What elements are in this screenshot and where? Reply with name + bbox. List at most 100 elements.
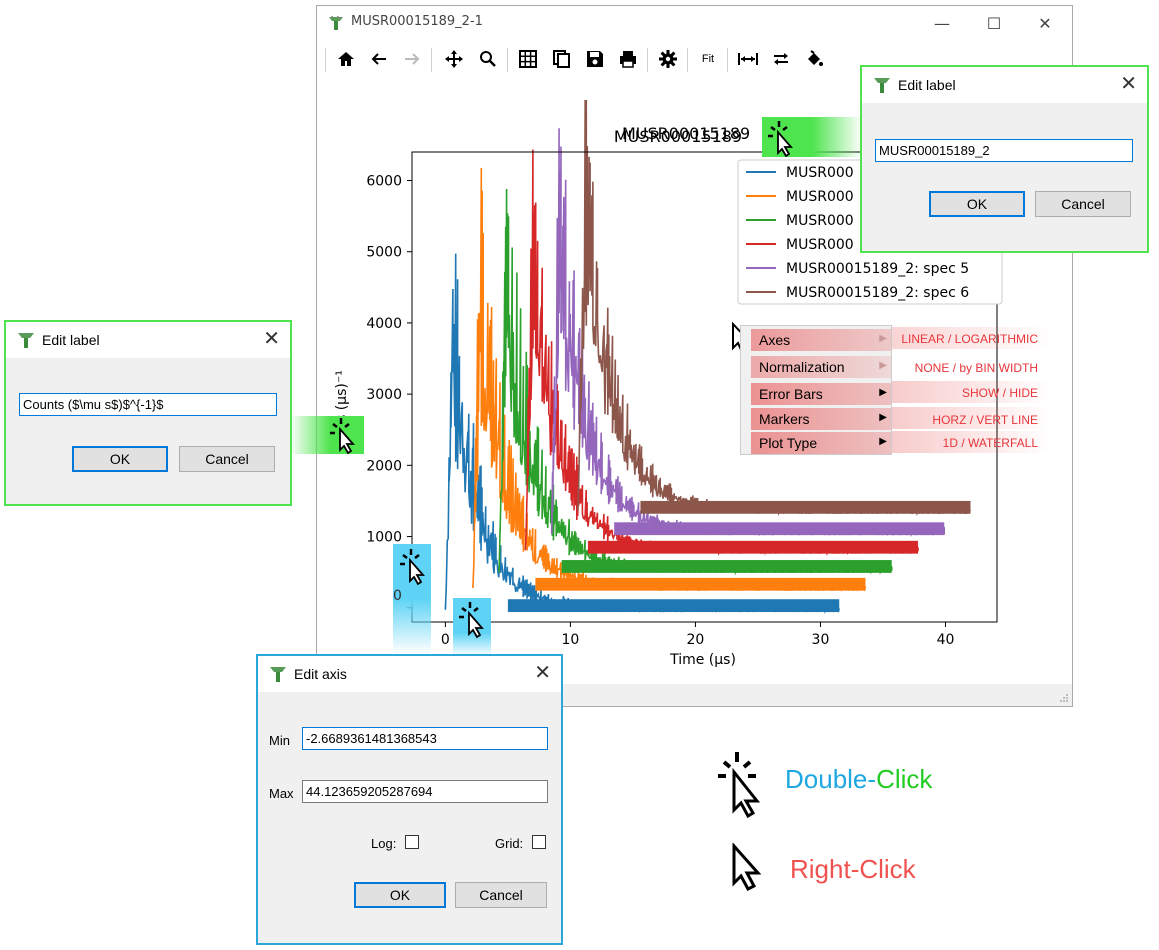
series-tail: [614, 522, 945, 536]
app-icon: [874, 78, 890, 93]
menu-item-normalization[interactable]: Normalization ▶: [751, 356, 891, 378]
edit-axis-dialog: Edit axis ✕ Min -2.6689361481368543 Max …: [256, 654, 563, 945]
grid-label: Grid:: [495, 836, 524, 851]
log-checkbox[interactable]: [405, 835, 419, 849]
menu-item-label: Plot Type: [759, 435, 818, 451]
dialog-title: Edit axis: [294, 666, 347, 682]
legend-entry[interactable]: MUSR00015189_2: spec 6: [786, 285, 969, 301]
close-button[interactable]: ✕: [1038, 13, 1052, 33]
menu-item-label: Error Bars: [759, 386, 823, 402]
menu-item-plot-type[interactable]: Plot Type ▶: [751, 432, 891, 454]
window-title: MUSR00015189_2-1: [351, 14, 483, 29]
x-tick-label[interactable]: 10: [561, 632, 579, 648]
submenu-arrow-icon: ▶: [879, 412, 887, 423]
right-click-caption: Right-Click: [790, 854, 916, 884]
menu-note-axes: LINEAR / LOGARITHMIC: [901, 332, 1038, 346]
menu-note-normalization: NONE / by BIN WIDTH: [914, 361, 1038, 375]
x-tick-label[interactable]: 0: [441, 632, 450, 648]
grid-icon[interactable]: [513, 44, 543, 74]
grid-checkbox[interactable]: [532, 835, 546, 849]
x-tick-label[interactable]: 40: [937, 632, 955, 648]
offset-icon[interactable]: [733, 44, 763, 74]
context-menu: Axes ▶ Normalization ▶ Error Bars ▶ Mark…: [740, 325, 892, 455]
home-icon[interactable]: [331, 44, 361, 74]
double-click-cursor-icon: [718, 752, 761, 818]
y-tick-label[interactable]: 1000: [366, 530, 402, 546]
axes-frame: [411, 151, 998, 623]
app-icon: [270, 667, 286, 682]
toolbar: Fit: [323, 44, 843, 78]
ticks-layer: 0 10 20 30 40 1000 2000 3000 4000 5000 6000: [366, 173, 954, 648]
edit-ylabel-dialog: Edit label ✕ Counts ($\mu s$)$^{-1}$ OK …: [4, 320, 292, 506]
y-tick-label[interactable]: 5000: [366, 245, 402, 261]
menu-item-markers[interactable]: Markers ▶: [751, 408, 891, 430]
double-click-cursor-icon: [330, 418, 355, 455]
legend-entry[interactable]: MUSR000: [786, 213, 854, 229]
legend-entry[interactable]: MUSR000: [786, 189, 854, 205]
ylabel-input[interactable]: Counts ($\mu s$)$^{-1}$: [19, 393, 277, 416]
min-input[interactable]: -2.6689361481368543: [302, 727, 548, 750]
resize-grip-icon[interactable]: [1059, 693, 1069, 703]
print-icon[interactable]: [613, 44, 643, 74]
right-click-cursor-icon: [732, 843, 762, 891]
menu-note-plot-type: 1D / WATERFALL: [942, 436, 1038, 450]
pan-icon[interactable]: [439, 44, 469, 74]
menu-item-error-bars[interactable]: Error Bars ▶: [751, 383, 891, 405]
title-label-input[interactable]: MUSR00015189_2: [875, 139, 1133, 162]
chart-title-overlay: MUSR00015189: [622, 124, 751, 143]
swap-icon[interactable]: [766, 44, 796, 74]
series-tail: [535, 577, 866, 591]
menu-item-axes[interactable]: Axes ▶: [751, 329, 891, 351]
menu-note-error-bars: SHOW / HIDE: [961, 386, 1038, 400]
close-icon[interactable]: ✕: [534, 660, 551, 684]
save-icon[interactable]: [580, 44, 610, 74]
y-tick-label[interactable]: 6000: [366, 173, 402, 189]
back-icon[interactable]: [364, 44, 394, 74]
menu-note-markers: HORZ / VERT LINE: [932, 413, 1038, 427]
series-tail: [507, 599, 840, 613]
ylabel-highlight: [290, 416, 364, 454]
minimize-button[interactable]: —: [934, 13, 950, 33]
close-icon[interactable]: ✕: [1120, 71, 1137, 95]
x-tick-label[interactable]: 20: [687, 632, 705, 648]
submenu-arrow-icon: ▶: [879, 436, 887, 447]
series-tail: [587, 540, 918, 554]
series-tail: [640, 500, 971, 514]
legend-entry[interactable]: MUSR00015189_2: spec 5: [786, 261, 969, 277]
settings-icon[interactable]: [653, 44, 683, 74]
legend-entry[interactable]: MUSR000: [786, 237, 854, 253]
menu-item-label: Markers: [759, 411, 810, 427]
y-tick-label[interactable]: 3000: [366, 387, 402, 403]
maximize-button[interactable]: ☐: [986, 13, 1002, 33]
series-layer: [444, 100, 972, 614]
legend-entry[interactable]: MUSR000: [786, 165, 854, 181]
cancel-button[interactable]: Cancel: [455, 882, 547, 908]
forward-icon[interactable]: [397, 44, 427, 74]
zoom-icon[interactable]: [473, 44, 503, 74]
cancel-button[interactable]: Cancel: [1035, 191, 1131, 217]
max-input[interactable]: 44.123659205287694: [302, 780, 548, 803]
dialog-title: Edit label: [42, 332, 100, 348]
submenu-arrow-icon: ▶: [879, 387, 887, 398]
double-click-cursor-icon: [459, 602, 484, 639]
ok-button[interactable]: OK: [354, 882, 446, 908]
menu-item-label: Normalization: [759, 359, 845, 375]
fill-icon[interactable]: [799, 44, 829, 74]
close-icon[interactable]: ✕: [263, 326, 280, 350]
fit-button[interactable]: Fit: [701, 53, 715, 65]
y-tick-label[interactable]: 2000: [366, 458, 402, 474]
y-tick-label[interactable]: 4000: [366, 316, 402, 332]
log-label: Log:: [371, 836, 397, 851]
chart-title[interactable]: MUSR00015189: [614, 127, 742, 146]
copy-icon[interactable]: [547, 44, 577, 74]
submenu-arrow-icon: ▶: [879, 360, 887, 371]
cancel-button[interactable]: Cancel: [179, 446, 275, 472]
ok-button[interactable]: OK: [929, 191, 1025, 217]
x-axis-label[interactable]: Time (μs): [669, 652, 736, 668]
ok-button[interactable]: OK: [72, 446, 168, 472]
edit-title-dialog: Edit label ✕ MUSR00015189_2 OK Cancel: [860, 65, 1149, 253]
dialog-title: Edit label: [898, 77, 956, 93]
app-icon: [18, 333, 34, 348]
max-label: Max: [269, 786, 294, 801]
x-tick-label[interactable]: 30: [812, 632, 830, 648]
